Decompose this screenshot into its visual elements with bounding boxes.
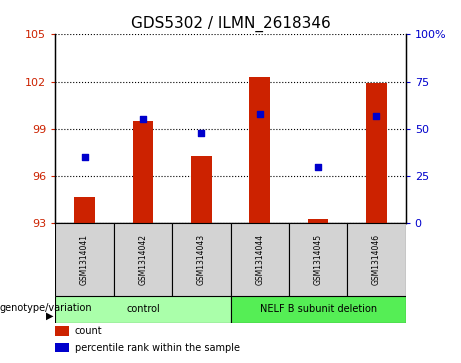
Bar: [230, 223, 289, 296]
Bar: [74, 196, 95, 223]
Text: NELF B subunit deletion: NELF B subunit deletion: [260, 305, 377, 314]
Text: GSM1314042: GSM1314042: [138, 234, 148, 285]
Point: [81, 154, 88, 160]
Point: [373, 113, 380, 119]
Bar: [55, 223, 114, 296]
Point: [198, 130, 205, 135]
Bar: [55, 343, 69, 352]
Bar: [55, 326, 69, 336]
Bar: [114, 223, 172, 296]
Text: GSM1314041: GSM1314041: [80, 234, 89, 285]
Text: percentile rank within the sample: percentile rank within the sample: [75, 343, 240, 352]
Text: GSM1314045: GSM1314045: [313, 234, 323, 285]
Text: GSM1314043: GSM1314043: [197, 234, 206, 285]
Bar: [289, 223, 347, 296]
Text: GSM1314046: GSM1314046: [372, 234, 381, 285]
Bar: [308, 219, 328, 223]
Bar: [55, 296, 230, 323]
Bar: [366, 83, 387, 223]
Bar: [172, 223, 230, 296]
Bar: [249, 77, 270, 223]
Bar: [347, 223, 406, 296]
Point: [139, 117, 147, 122]
Text: control: control: [126, 305, 160, 314]
Text: genotype/variation: genotype/variation: [0, 303, 93, 313]
Text: ▶: ▶: [46, 311, 53, 321]
Bar: [133, 121, 153, 223]
Title: GDS5302 / ILMN_2618346: GDS5302 / ILMN_2618346: [130, 16, 331, 32]
Text: count: count: [75, 326, 102, 336]
Bar: [230, 296, 406, 323]
Text: GSM1314044: GSM1314044: [255, 234, 264, 285]
Point: [256, 111, 263, 117]
Point: [314, 164, 322, 170]
Bar: [191, 156, 212, 223]
